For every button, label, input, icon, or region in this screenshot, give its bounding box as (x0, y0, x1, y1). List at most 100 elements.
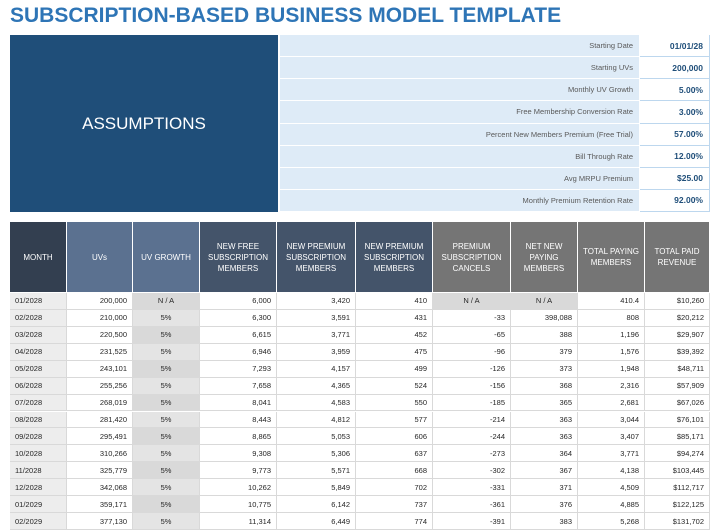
table-cell: 2,316 (578, 377, 645, 395)
table-cell: 06/2028 (10, 377, 67, 395)
table-cell: 410.4 (578, 293, 645, 310)
table-cell: 255,256 (67, 377, 133, 395)
table-cell: 220,500 (67, 326, 133, 344)
table-cell: 02/2029 (10, 513, 67, 530)
table-cell: 07/2028 (10, 394, 67, 412)
table-cell: 606 (356, 428, 433, 446)
table-cell: 5,306 (277, 445, 356, 463)
table-cell: $76,101 (645, 411, 710, 429)
table-cell: 01/2029 (10, 496, 67, 514)
table-cell: 4,583 (277, 394, 356, 412)
table-cell: 5% (133, 445, 200, 463)
table-cell: 1,196 (578, 326, 645, 344)
table-cell: 550 (356, 394, 433, 412)
table-cell: 6,449 (277, 513, 356, 530)
table-cell: 373 (511, 360, 578, 378)
table-cell: -65 (433, 326, 511, 344)
table-cell: 388 (511, 326, 578, 344)
table-cell: $131,702 (645, 513, 710, 530)
table-cell: 11/2028 (10, 462, 67, 480)
assumption-value: 01/01/28 (640, 35, 710, 58)
page-title: SUBSCRIPTION-BASED BUSINESS MODEL TEMPLA… (10, 4, 562, 27)
table-cell: 668 (356, 462, 433, 480)
table-cell: $94,274 (645, 445, 710, 463)
table-cell: 637 (356, 445, 433, 463)
column-header: PREMIUM SUBSCRIPTION CANCELS (433, 222, 511, 292)
table-cell: 3,407 (578, 428, 645, 446)
table-cell: $112,717 (645, 479, 710, 497)
table-cell: 410 (356, 293, 433, 310)
table-cell: 4,885 (578, 496, 645, 514)
assumption-value: 200,000 (640, 57, 710, 80)
table-cell: 9,308 (200, 445, 277, 463)
table-cell: 5% (133, 411, 200, 429)
table-cell: -302 (433, 462, 511, 480)
table-cell: 342,068 (67, 479, 133, 497)
table-cell: 1,576 (578, 343, 645, 361)
table-cell: 475 (356, 343, 433, 361)
table-cell: 3,591 (277, 309, 356, 327)
table-cell: -33 (433, 309, 511, 327)
table-cell: 1,948 (578, 360, 645, 378)
table-cell: 3,044 (578, 411, 645, 429)
table-cell: -361 (433, 496, 511, 514)
table-cell: 774 (356, 513, 433, 530)
table-cell: 5% (133, 394, 200, 412)
table-cell: 5% (133, 479, 200, 497)
table-cell: 3,771 (277, 326, 356, 344)
column-header: UVs (67, 222, 133, 292)
table-cell: 5% (133, 309, 200, 327)
table-cell: 8,865 (200, 428, 277, 446)
table-cell: 499 (356, 360, 433, 378)
assumption-value: $25.00 (640, 167, 710, 190)
table-cell: 5% (133, 377, 200, 395)
assumption-label: Bill Through Rate (280, 145, 640, 168)
assumption-value: 12.00% (640, 145, 710, 168)
table-cell: 367 (511, 462, 578, 480)
table-cell: 6,300 (200, 309, 277, 327)
table-cell: 4,138 (578, 462, 645, 480)
table-cell: 377,130 (67, 513, 133, 530)
column-header: NET NEW PAYING MEMBERS (511, 222, 578, 292)
table-cell: 5% (133, 428, 200, 446)
table-cell: N / A (133, 293, 200, 310)
table-cell: 4,812 (277, 411, 356, 429)
table-cell: 11,314 (200, 513, 277, 530)
table-cell: $103,445 (645, 462, 710, 480)
table-cell: 9,773 (200, 462, 277, 480)
table-cell: 365 (511, 394, 578, 412)
column-header: TOTAL PAYING MEMBERS (578, 222, 645, 292)
table-cell: 364 (511, 445, 578, 463)
assumption-value: 5.00% (640, 79, 710, 102)
table-cell: 359,171 (67, 496, 133, 514)
assumption-value: 92.00% (640, 189, 710, 212)
table-cell: 4,365 (277, 377, 356, 395)
table-cell: 268,019 (67, 394, 133, 412)
table-cell: 702 (356, 479, 433, 497)
table-cell: 04/2028 (10, 343, 67, 361)
table-cell: 09/2028 (10, 428, 67, 446)
table-cell: 03/2028 (10, 326, 67, 344)
table-cell: 5,268 (578, 513, 645, 530)
table-cell: 5% (133, 326, 200, 344)
table-cell: 243,101 (67, 360, 133, 378)
table-cell: 5,849 (277, 479, 356, 497)
table-cell: -391 (433, 513, 511, 530)
table-cell: 8,041 (200, 394, 277, 412)
table-cell: $67,026 (645, 394, 710, 412)
column-header: NEW PREMIUM SUBSCRIPTION MEMBERS (356, 222, 433, 292)
table-cell: 383 (511, 513, 578, 530)
table-cell: 231,525 (67, 343, 133, 361)
table-cell: 431 (356, 309, 433, 327)
assumption-label: Starting Date (280, 35, 640, 58)
column-header: MONTH (10, 222, 67, 292)
table-cell: -273 (433, 445, 511, 463)
assumption-label: Free Membership Conversion Rate (280, 101, 640, 124)
table-cell: 6,946 (200, 343, 277, 361)
table-cell: -96 (433, 343, 511, 361)
table-cell: 3,959 (277, 343, 356, 361)
table-cell: -185 (433, 394, 511, 412)
table-cell: 01/2028 (10, 293, 67, 310)
table-cell: 12/2028 (10, 479, 67, 497)
